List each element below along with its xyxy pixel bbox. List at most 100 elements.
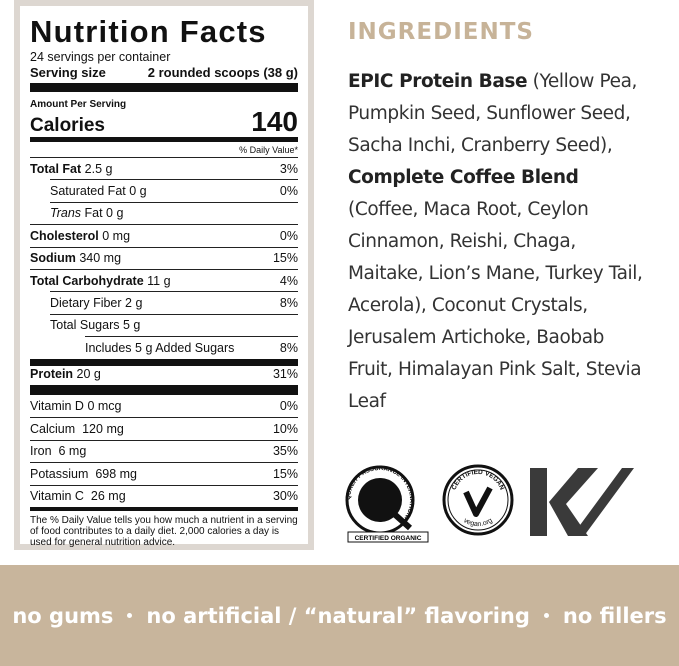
calories-value: 140 — [251, 106, 298, 137]
row: Total Carbohydrate 11 g 4% — [30, 268, 298, 291]
row-dv: 8% — [279, 340, 298, 355]
ingredients-text: EPIC Protein Base (Yellow Pea, Pumpkin S… — [348, 66, 648, 418]
row-dv: 8% — [279, 296, 298, 311]
row-dv: 35% — [272, 444, 298, 459]
vegan-ring-inner — [447, 469, 509, 531]
claims-banner: no gums no artificial / “natural” flavor… — [0, 565, 679, 666]
separator — [543, 613, 549, 618]
row-label: Total Sugars — [50, 318, 120, 333]
row-amount: 6 mg — [58, 444, 87, 459]
servings: 24 servings per container — [30, 50, 171, 64]
qai-caption-box — [347, 531, 429, 543]
row: Trans Fat 0 g — [50, 201, 298, 224]
row: Sodium 340 mg 15% — [30, 246, 298, 269]
ingredient-group: Complete Coffee Blend — [348, 167, 579, 188]
ingredients-heading: INGREDIENTS — [348, 19, 534, 45]
qai-tail — [390, 509, 412, 531]
row: Vitamin D 0 mcg 0% — [30, 395, 298, 417]
row: Vitamin C 26 mg 30% — [30, 484, 298, 507]
row-label: Calcium — [30, 422, 76, 437]
dv-header: % Daily Value* — [239, 145, 298, 155]
amount-per-serving: Amount Per Serving — [30, 99, 127, 110]
vegan-bottom-text: vegan.org — [462, 517, 494, 528]
row: Saturated Fat 0 g 0% — [50, 179, 298, 201]
row-label: Dietary Fiber — [50, 296, 122, 311]
ingredient-group: EPIC Protein Base — [348, 71, 528, 92]
row-label: Vitamin D — [30, 399, 84, 414]
row: Cholesterol 0 mg 0% — [30, 224, 298, 246]
claim: no fillers — [562, 603, 667, 628]
row: Calcium 120 mg 10% — [30, 417, 298, 439]
row-label: Total Fat — [30, 161, 82, 176]
row-amount: 26 mg — [90, 489, 126, 504]
row: Total Fat 2.5 g 3% — [30, 157, 298, 179]
row-amount: 0 mcg — [87, 399, 122, 414]
row-amount: 698 mg — [95, 466, 138, 481]
row-dv: 0% — [279, 184, 298, 199]
serving-size-value: 2 rounded scoops (38 g) — [147, 65, 298, 80]
row: Iron 6 mg 35% — [30, 439, 298, 462]
row-dv: 15% — [272, 466, 298, 481]
claim: no gums — [12, 603, 114, 628]
thick-rule — [30, 385, 298, 395]
nutrition-label: Nutrition Facts 24 servings per containe… — [14, 0, 314, 550]
row-amount: 120 mg — [82, 422, 124, 437]
row-amount: 2.5 g — [84, 161, 113, 176]
row-amount: 2 g — [125, 296, 143, 311]
qai-center — [358, 478, 402, 522]
row-amount: 20 g — [76, 367, 101, 382]
row-label: Saturated Fat — [50, 184, 126, 199]
row: Total Sugars 5 g — [50, 313, 298, 336]
ingredient-list: (Yellow Pea, Pumpkin Seed, Sunflower See… — [348, 71, 638, 156]
row-amount: 340 mg — [79, 251, 122, 266]
row: Dietary Fiber 2 g 8% — [50, 291, 298, 313]
vegan-v — [463, 486, 493, 517]
row-dv: 31% — [272, 367, 298, 382]
thick-rule — [30, 83, 298, 92]
thick-rule — [30, 359, 298, 366]
row-amount: 0 g — [129, 184, 147, 199]
row-amount: Fat 0 g — [84, 206, 124, 221]
serving-size-label: Serving size — [30, 65, 106, 80]
serving-size: Serving size 2 rounded scoops (38 g) — [30, 65, 298, 80]
vegan-ring — [442, 464, 514, 536]
row-label: Iron — [30, 444, 52, 459]
badges: QUALITY ASSURANCE INTERNATIONAL CERTIFIE… — [345, 464, 634, 543]
row-label: Total Carbohydrate — [30, 273, 144, 288]
label-title: Nutrition Facts — [30, 14, 267, 49]
vitamin-rows: Vitamin D 0 mcg 0% Calcium 120 mg 10% Iron… — [30, 395, 298, 507]
row-dv: 3% — [279, 161, 298, 176]
row-dv: 10% — [272, 422, 298, 437]
claim: no artificial / “natural” flavoring — [146, 603, 530, 628]
row: Protein 20 g 31% — [30, 363, 298, 385]
medium-rule — [30, 137, 298, 142]
row-label: Vitamin C — [30, 489, 84, 504]
row-label: Trans — [50, 206, 82, 221]
footnote: The % Daily Value tells you how much a n… — [30, 515, 298, 548]
ingredient-list: (Coffee, Maca Root, Ceylon Cinnamon, Rei… — [348, 199, 643, 412]
row-dv: 0% — [279, 228, 298, 243]
medium-rule — [30, 507, 298, 511]
row-label: Cholesterol — [30, 228, 99, 243]
protein-row: Protein 20 g 31% — [30, 363, 298, 385]
row-label: Includes 5 g Added Sugars — [85, 340, 235, 355]
row-dv: 15% — [272, 251, 298, 266]
vegan-bottom-path: vegan.org — [462, 517, 494, 528]
nutrient-rows: Total Fat 2.5 g 3% Saturated Fat 0 g 0% Tr… — [30, 157, 298, 359]
calories: Calories 140 — [30, 106, 298, 138]
separator — [127, 613, 133, 618]
row-amount: 5 g — [122, 318, 141, 333]
row-dv: 30% — [272, 489, 298, 504]
calories-label: Calories — [30, 115, 105, 136]
row-amount: 0 mg — [102, 228, 131, 243]
row-dv: 4% — [279, 273, 298, 288]
qai-caption: CERTIFIED ORGANIC — [355, 535, 422, 542]
row-label: Sodium — [30, 251, 76, 266]
row-label: Protein — [30, 367, 74, 382]
row: Includes 5 g Added Sugars 8% — [85, 336, 298, 358]
row: Potassium 698 mg 15% — [30, 462, 298, 484]
row-dv: 0% — [279, 399, 298, 414]
kv-logo — [530, 468, 634, 536]
